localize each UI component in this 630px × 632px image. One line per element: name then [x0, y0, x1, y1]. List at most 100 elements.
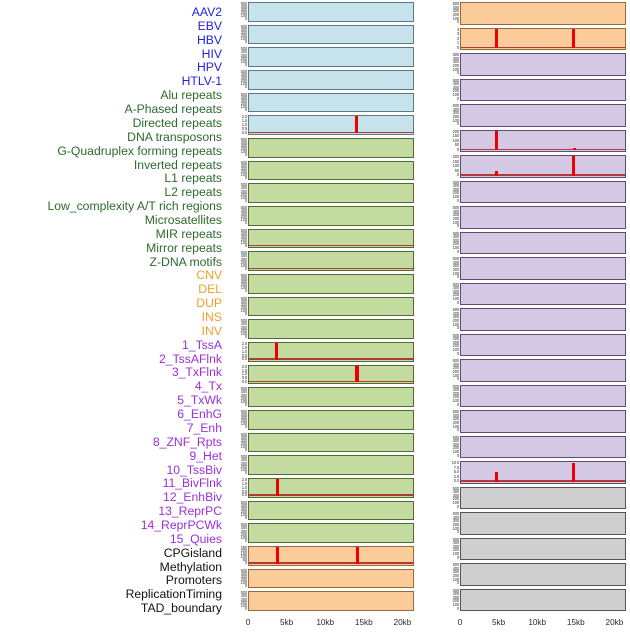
genome-track[interactable] [460, 308, 626, 331]
y-tick-label: 400 [240, 72, 248, 78]
genome-track[interactable] [248, 387, 414, 407]
y-axis-ticks: 500 400 300 200 100 0 [226, 432, 248, 453]
genome-track[interactable] [248, 115, 414, 135]
genome-track[interactable] [248, 546, 414, 566]
row-label-ebv: EBV [197, 18, 222, 33]
genome-track[interactable] [460, 129, 626, 152]
y-tick-label: 500 [240, 250, 248, 256]
x-tick-label: 20kb [605, 618, 624, 627]
genome-track[interactable] [460, 180, 626, 203]
genome-track[interactable] [248, 568, 414, 589]
genome-track[interactable] [460, 359, 626, 382]
row-label-cpgisland: CPGisland [163, 545, 222, 560]
y-tick-label: 0 [244, 84, 247, 90]
genome-track[interactable] [248, 274, 414, 294]
genome-track[interactable] [460, 2, 626, 25]
y-tick-label: 400 [452, 336, 460, 342]
y-tick-label: 500 [240, 182, 248, 188]
y-tick-label: 100 [452, 321, 460, 327]
genome-track[interactable] [248, 591, 414, 611]
y-tick-label: 100 [452, 66, 460, 72]
genome-track[interactable] [460, 206, 626, 229]
genome-track[interactable] [248, 319, 414, 339]
y-tick-label: 500 [240, 69, 248, 74]
y-tick-label: 200 [452, 215, 460, 221]
genome-track[interactable] [248, 138, 414, 158]
genome-track[interactable] [248, 523, 414, 543]
genome-track[interactable] [460, 461, 626, 484]
y-axis-ticks: 500 400 300 200 100 0 [438, 307, 460, 331]
genome-track[interactable] [460, 333, 626, 356]
genome-track[interactable] [460, 486, 626, 509]
y-tick-label: 100 [452, 602, 460, 608]
y-tick-label: 200 [452, 292, 460, 298]
y-tick-label: 300 [240, 75, 248, 81]
y-tick-label: 0 [244, 311, 247, 317]
row-label-13-reprpc: 13_ReprPC [158, 504, 222, 519]
genome-track[interactable] [460, 78, 626, 101]
track-peak-bar [275, 479, 279, 496]
genome-track[interactable] [460, 27, 626, 50]
y-tick-label: 0 [456, 197, 459, 203]
genome-track[interactable] [248, 296, 414, 317]
genome-track[interactable] [460, 537, 626, 560]
genome-track[interactable] [460, 104, 626, 127]
genome-track[interactable] [460, 588, 626, 611]
genome-track[interactable] [248, 24, 414, 45]
y-tick-label: 300 [240, 233, 248, 239]
y-axis-ticks: 500 400 300 200 100 0 [438, 52, 460, 76]
y-tick-label: 400 [452, 208, 460, 214]
y-axis-ticks: 500 400 300 200 100 0 [438, 537, 460, 561]
genome-track[interactable] [248, 2, 414, 22]
genome-track[interactable] [460, 435, 626, 458]
y-tick-label: 0 [456, 452, 459, 458]
genome-track[interactable] [248, 432, 414, 453]
genome-track[interactable] [248, 364, 414, 385]
y-tick-label: 1.0 [241, 371, 247, 377]
genome-track[interactable] [460, 231, 626, 254]
genome-track[interactable] [248, 160, 414, 181]
genome-track[interactable] [248, 342, 414, 362]
genome-track[interactable] [460, 257, 626, 280]
track-baseline [461, 46, 625, 48]
track-baseline [249, 267, 413, 269]
genome-track[interactable] [460, 155, 626, 178]
y-tick-label: 300 [452, 110, 460, 116]
x-tick-label: 5kb [279, 618, 294, 627]
genome-track[interactable] [248, 47, 414, 67]
genome-track[interactable] [460, 410, 626, 433]
y-tick-label: 400 [452, 285, 460, 291]
y-tick-label: 0 [244, 583, 247, 589]
y-tick-label: 0 [244, 175, 247, 181]
genome-track[interactable] [460, 512, 626, 535]
y-tick-label: 300 [240, 188, 248, 194]
y-tick-label: 100 [240, 330, 248, 336]
y-tick-label: 100 [240, 240, 248, 246]
y-tick-label: 200 [240, 78, 248, 84]
y-axis-ticks: 500 400 300 200 100 0 [226, 228, 248, 249]
genome-track[interactable] [460, 384, 626, 407]
genome-track[interactable] [248, 206, 414, 226]
y-tick-label: 300 [240, 528, 248, 534]
genome-track[interactable] [248, 92, 414, 113]
genome-track[interactable] [460, 563, 626, 586]
row-label-hpv: HPV [196, 60, 222, 75]
y-tick-label: 100 [452, 525, 460, 531]
y-tick-label: 200 [452, 445, 460, 451]
y-axis-ticks: 500 400 300 200 100 0 [226, 182, 248, 203]
y-tick-label: 500 [240, 159, 248, 165]
genome-track[interactable] [460, 282, 626, 305]
genome-track[interactable] [248, 455, 414, 475]
y-tick-label: 0 [456, 299, 459, 305]
y-tick-label: 500 [452, 256, 460, 261]
genome-track[interactable] [248, 410, 414, 430]
genome-track[interactable] [460, 53, 626, 76]
genome-track[interactable] [248, 500, 414, 521]
genome-track[interactable] [248, 251, 414, 271]
genome-track[interactable] [248, 228, 414, 249]
genome-track[interactable] [248, 478, 414, 498]
y-tick-label: 200 [452, 241, 460, 247]
y-tick-label: 300 [452, 8, 460, 14]
genome-track[interactable] [248, 70, 414, 90]
genome-track[interactable] [248, 183, 414, 203]
